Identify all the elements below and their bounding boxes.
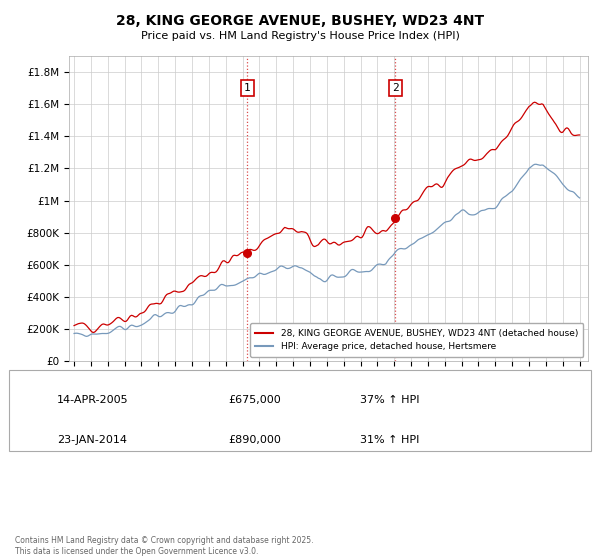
Text: 1: 1: [244, 83, 251, 93]
Text: Contains HM Land Registry data © Crown copyright and database right 2025.
This d: Contains HM Land Registry data © Crown c…: [15, 536, 314, 556]
Text: Price paid vs. HM Land Registry's House Price Index (HPI): Price paid vs. HM Land Registry's House …: [140, 31, 460, 41]
FancyBboxPatch shape: [16, 391, 41, 409]
Text: 23-JAN-2014: 23-JAN-2014: [57, 435, 127, 445]
FancyBboxPatch shape: [16, 431, 41, 449]
Text: 2: 2: [392, 83, 399, 93]
Text: 14-APR-2005: 14-APR-2005: [57, 395, 128, 405]
Text: 2: 2: [25, 433, 32, 446]
Text: 37% ↑ HPI: 37% ↑ HPI: [360, 395, 419, 405]
Legend: 28, KING GEORGE AVENUE, BUSHEY, WD23 4NT (detached house), HPI: Average price, d: 28, KING GEORGE AVENUE, BUSHEY, WD23 4NT…: [250, 323, 583, 357]
Text: 28, KING GEORGE AVENUE, BUSHEY, WD23 4NT: 28, KING GEORGE AVENUE, BUSHEY, WD23 4NT: [116, 14, 484, 28]
Text: £890,000: £890,000: [228, 435, 281, 445]
Text: 31% ↑ HPI: 31% ↑ HPI: [360, 435, 419, 445]
Text: 1: 1: [25, 394, 32, 407]
Text: £675,000: £675,000: [228, 395, 281, 405]
